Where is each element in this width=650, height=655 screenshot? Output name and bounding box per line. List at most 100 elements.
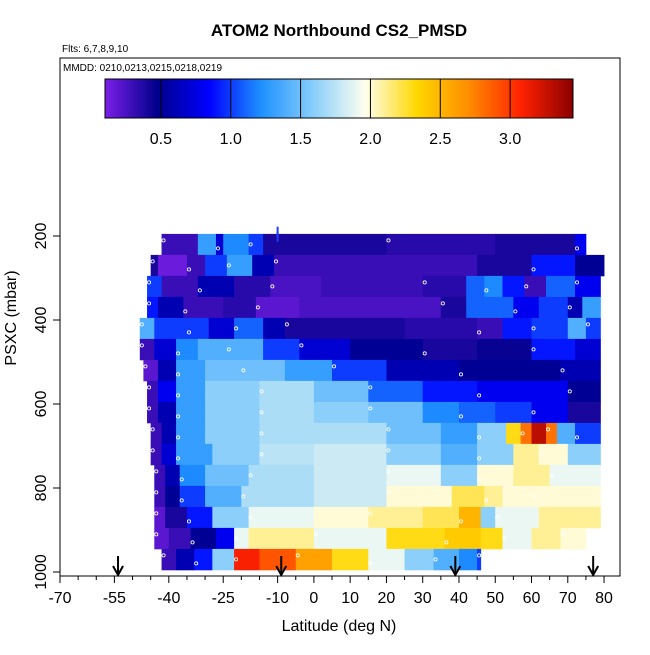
heatmap-cell — [484, 275, 503, 298]
heatmap-cell — [212, 548, 235, 571]
heatmap-cell — [263, 317, 286, 340]
heatmap-cell — [234, 548, 260, 571]
heatmap-cell — [223, 296, 257, 319]
observation-dot — [513, 309, 518, 314]
observation-dot — [477, 553, 482, 558]
heatmap-cell — [154, 506, 166, 529]
heatmap-cell — [270, 275, 322, 298]
heatmap-cell — [241, 485, 315, 508]
observation-dot — [139, 322, 144, 327]
observation-dot — [484, 498, 489, 503]
observation-dot — [154, 511, 159, 516]
heatmap-cell — [332, 548, 369, 571]
y-axis-label: PSXC (mbar) — [3, 270, 20, 365]
y-axis: 200 400 600 800 1000 — [33, 223, 60, 590]
latitude-arrow-head — [449, 565, 462, 578]
dates-label: MMDD: 0210,0213,0215,0218,0219 — [63, 63, 222, 74]
heatmap-cell — [422, 275, 467, 298]
observation-dot — [520, 431, 525, 436]
heatmap-cell — [531, 485, 601, 508]
heatmap-cell — [513, 464, 551, 487]
heatmap-cell — [422, 506, 460, 529]
heatmap-cell — [241, 359, 286, 382]
colorbar-tick-label: 1.0 — [220, 131, 242, 148]
observation-dot — [567, 389, 572, 394]
heatmap-cell — [299, 296, 442, 319]
observation-dot — [194, 561, 199, 566]
heatmap-cell — [165, 485, 181, 508]
observation-dot — [176, 435, 181, 440]
heatmap-cell — [226, 254, 253, 277]
observation-dot — [248, 242, 253, 247]
observation-dot — [295, 553, 300, 558]
heatmap-cell — [255, 296, 300, 319]
heatmap-cell — [215, 527, 235, 550]
x-tick-label: 30 — [414, 590, 432, 607]
observation-dot — [190, 540, 195, 545]
observation-dot — [255, 305, 260, 310]
heatmap-cell — [313, 506, 369, 529]
heatmap-cell — [176, 380, 206, 403]
heatmap-cell — [484, 485, 503, 508]
heatmap-cell — [259, 443, 315, 466]
x-tick-label: 10 — [341, 590, 359, 607]
heatmap-cell — [176, 548, 195, 571]
heatmap-cell — [147, 275, 162, 298]
heatmap-cell — [422, 380, 478, 403]
observation-dot — [150, 259, 155, 264]
observation-dot — [241, 368, 246, 373]
heatmap-cell — [458, 401, 496, 424]
heatmap-cell — [161, 275, 199, 298]
heatmap-cell — [575, 422, 601, 445]
heatmap-cell — [194, 548, 213, 571]
heatmap-cell — [259, 422, 315, 445]
heatmap-cell — [422, 338, 478, 361]
heatmap-cell — [560, 527, 587, 550]
x-axis-label: Latitude (deg N) — [282, 618, 397, 635]
heatmap-cell — [477, 548, 482, 571]
observation-dot — [147, 406, 152, 411]
heatmap-cell — [386, 359, 460, 382]
heatmap-cell — [186, 254, 206, 277]
latitude-arrow-head — [587, 565, 600, 578]
observation-dot — [197, 288, 202, 293]
heatmap-cell — [205, 485, 242, 508]
observation-dot — [368, 511, 373, 516]
observation-dot — [458, 372, 463, 377]
observation-dot — [147, 385, 152, 390]
observation-dot — [524, 284, 529, 289]
heatmap-cell — [585, 317, 601, 340]
observation-dot — [440, 301, 445, 306]
colorbar-tick-label: 2.0 — [359, 131, 381, 148]
x-tick-label: -70 — [48, 590, 71, 607]
heatmap-cell — [332, 359, 387, 382]
observation-dot — [273, 259, 278, 264]
heatmap-cell — [451, 485, 485, 508]
flights-label: Flts: 6,7,8,9,10 — [62, 44, 129, 55]
heatmap-cell — [513, 359, 561, 382]
observation-dot — [386, 448, 391, 453]
heatmap-cell — [368, 506, 424, 529]
heatmap-cell — [197, 275, 235, 298]
heatmap-cell — [480, 527, 503, 550]
heatmap-cell — [567, 380, 601, 403]
heatmap-cell — [299, 338, 351, 361]
heatmap-cell — [154, 527, 170, 550]
heatmap-fringe — [276, 231, 279, 242]
heatmap-cell — [567, 401, 601, 424]
observation-dot — [386, 238, 391, 243]
heatmap-cell — [495, 233, 576, 256]
heatmap-cell — [495, 506, 540, 529]
heatmap-cell — [168, 527, 191, 550]
observation-dot — [226, 263, 231, 268]
observation-dot — [477, 456, 482, 461]
observation-dot — [531, 347, 536, 352]
heatmap-cell — [143, 359, 159, 382]
heatmap-cell — [161, 548, 177, 571]
heatmap-cell — [404, 317, 478, 340]
y-tick-label: 200 — [33, 223, 50, 250]
heatmap-cell — [234, 317, 264, 340]
observation-dot — [299, 343, 304, 348]
heatmap-cell — [440, 443, 478, 466]
heatmap-cell — [350, 338, 424, 361]
